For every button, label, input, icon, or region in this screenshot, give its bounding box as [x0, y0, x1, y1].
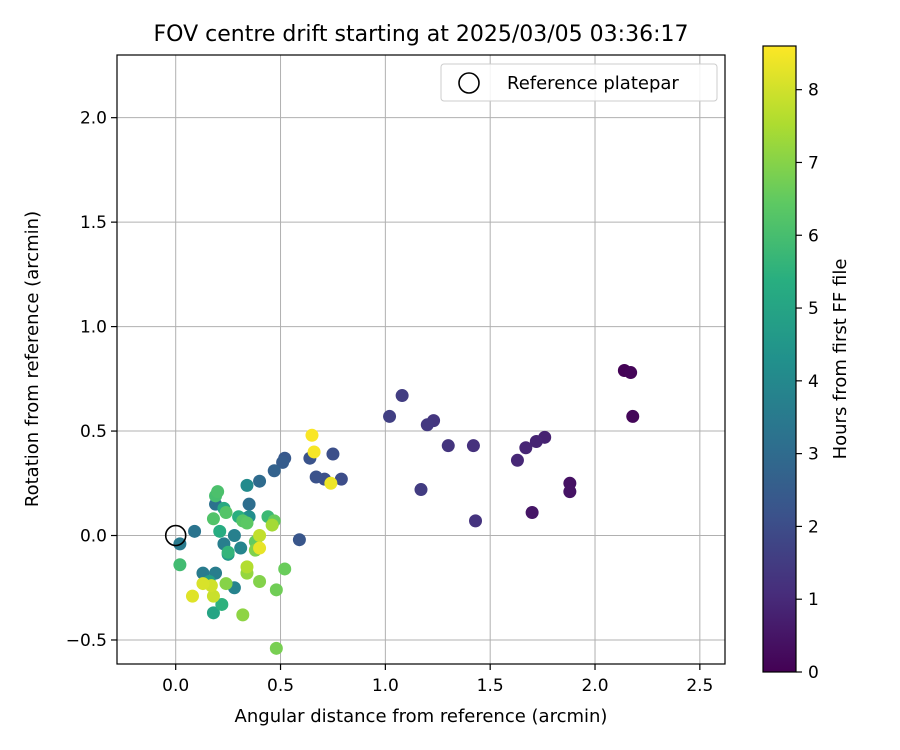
data-point: [173, 558, 187, 572]
data-point: [227, 529, 241, 543]
data-point: [236, 608, 250, 622]
y-tick-label: 1.5: [80, 213, 107, 233]
data-point: [414, 483, 428, 497]
x-tick-label: 1.0: [372, 676, 399, 696]
legend: Reference platepar: [440, 63, 718, 102]
data-point: [188, 524, 202, 538]
colorbar-tick-label: 5: [808, 299, 819, 319]
data-point: [219, 506, 233, 520]
colorbar-tick-label: 3: [808, 445, 819, 465]
data-point: [529, 435, 543, 449]
data-point: [240, 478, 254, 492]
colorbar-tick-label: 8: [808, 81, 819, 101]
colorbar-label: Hours from first FF file: [830, 259, 851, 460]
data-point: [525, 506, 539, 520]
chart-title: FOV centre drift starting at 2025/03/05 …: [154, 22, 689, 47]
colorbar-tick-label: 0: [808, 663, 819, 683]
data-point: [253, 574, 267, 588]
y-tick-label: 1.0: [80, 318, 107, 338]
plot-frame: [116, 54, 726, 665]
colorbar: 0 1 2 3 4 5 6 7 8 Hours from first FF file: [762, 45, 851, 683]
data-point: [383, 409, 397, 423]
data-point: [307, 445, 321, 459]
data-point: [324, 476, 338, 490]
data-point: [626, 409, 640, 423]
data-point: [309, 470, 323, 484]
reference-platepar-marker: [164, 524, 187, 547]
data-point: [510, 453, 524, 467]
colorbar-gradient: [762, 45, 797, 673]
data-point: [326, 447, 340, 461]
x-tick-label: 1.5: [477, 676, 504, 696]
colorbar-tick-label: 7: [808, 153, 819, 173]
data-point: [292, 533, 306, 547]
colorbar-tick-label: 1: [808, 590, 819, 610]
data-point: [211, 485, 225, 499]
y-tick-label: 0.5: [80, 422, 107, 442]
data-point: [240, 516, 254, 530]
data-point: [253, 529, 267, 543]
legend-entry-reference-platepar: Reference platepar: [507, 73, 679, 94]
data-point: [441, 439, 455, 453]
data-point: [278, 562, 292, 576]
data-point: [267, 464, 281, 478]
data-point: [213, 524, 227, 538]
data-point: [563, 485, 577, 499]
data-point: [269, 641, 283, 655]
y-tick-label: 2.0: [80, 109, 107, 129]
x-axis-label: Angular distance from reference (arcmin): [235, 706, 608, 727]
colorbar-ticks: 0 1 2 3 4 5 6 7 8: [796, 81, 819, 683]
data-point: [185, 589, 199, 603]
colorbar-tick-label: 6: [808, 226, 819, 246]
legend-open-circle-icon: [458, 72, 480, 94]
data-point: [519, 441, 533, 455]
data-point: [469, 514, 483, 528]
data-point: [269, 583, 283, 597]
x-tick-label: 2.5: [686, 676, 713, 696]
y-tick-label: −0.5: [66, 631, 107, 651]
data-point: [624, 366, 638, 380]
colorbar-tick-label: 2: [808, 517, 819, 537]
data-point: [265, 518, 279, 532]
data-point: [420, 418, 434, 432]
data-point: [219, 577, 233, 591]
data-point: [253, 474, 267, 488]
data-point: [253, 541, 267, 555]
grid: [117, 55, 725, 664]
data-point: [215, 597, 229, 611]
data-point: [221, 545, 235, 559]
data-point: [242, 497, 256, 511]
y-axis-ticks: −0.5 0.0 0.5 1.0 1.5 2.0: [66, 109, 117, 651]
x-axis-ticks: 0.0 0.5 1.0 1.5 2.0 2.5: [162, 664, 713, 696]
data-point: [305, 428, 319, 442]
data-point: [240, 560, 254, 574]
data-point: [234, 541, 248, 555]
data-point: [276, 455, 290, 469]
y-axis-label: Rotation from reference (arcmin): [22, 211, 43, 507]
legend-frame: [440, 63, 718, 102]
x-tick-label: 2.0: [581, 676, 608, 696]
data-point: [334, 472, 348, 486]
data-point: [395, 389, 409, 403]
y-tick-label: 0.0: [80, 527, 107, 547]
data-point: [196, 577, 210, 591]
x-tick-label: 0.0: [162, 676, 189, 696]
x-tick-label: 0.5: [267, 676, 294, 696]
data-point: [466, 439, 480, 453]
data-point: [206, 606, 220, 620]
colorbar-tick-label: 4: [808, 372, 819, 392]
data-point: [206, 512, 220, 526]
data-point: [206, 589, 220, 603]
data-points: [173, 363, 640, 655]
